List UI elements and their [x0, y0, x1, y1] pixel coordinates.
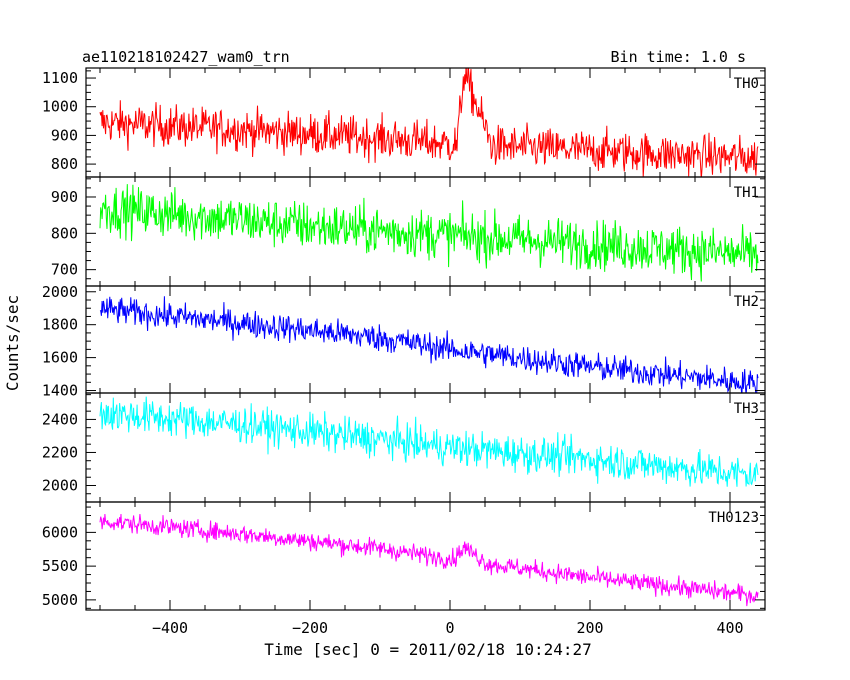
y-tick-label: 1000 [42, 98, 78, 116]
panel-frame [85, 501, 766, 611]
panel-frame [85, 392, 766, 503]
panel-label-th3: TH3 [734, 401, 759, 417]
panel-frame [85, 67, 766, 178]
y-tick-label: 800 [51, 155, 78, 173]
panel-th1: 700 800 900 TH1 [51, 176, 766, 287]
x-tick-label: 0 [445, 619, 454, 637]
y-tick-label: 900 [51, 188, 78, 206]
y-tick-label: 900 [51, 126, 78, 144]
x-tick-label: 200 [576, 619, 603, 637]
x-tick-label: −200 [292, 619, 328, 637]
y-tick-label: 1100 [42, 69, 78, 87]
series-th2 [99, 296, 759, 393]
y-tick-label: 1400 [42, 382, 78, 400]
y-tick-label: 1800 [42, 316, 78, 334]
panel-label-th0123: TH0123 [708, 510, 759, 526]
series-th1 [99, 184, 759, 282]
x-tick-label: −400 [152, 619, 188, 637]
panel-th0123: 5000 5500 6000 TH0123 [42, 501, 766, 611]
panel-label-th0: TH0 [734, 76, 759, 92]
panel-label-th1: TH1 [734, 185, 759, 201]
x-axis-ticks: −400 −200 0 200 400 [152, 619, 744, 637]
x-axis-label: Time [sec] 0 = 2011/02/18 10:24:27 [264, 640, 592, 659]
y-tick-label: 700 [51, 261, 78, 279]
y-tick-label: 5500 [42, 557, 78, 575]
y-tick-label: 2000 [42, 476, 78, 494]
series-th0 [99, 68, 759, 177]
x-tick-label: 400 [716, 619, 743, 637]
panel-th2: 1400 1600 1800 2000 TH2 [42, 283, 766, 400]
y-tick-label: 5000 [42, 591, 78, 609]
panel-label-th2: TH2 [734, 294, 759, 310]
series-th3 [99, 396, 759, 487]
panels-group: 800 900 1000 1100 TH0 700 800 900 TH1 1400 1600 180… [42, 67, 766, 611]
panel-th3: 2000 2200 2400 TH3 [42, 392, 766, 503]
y-tick-label: 800 [51, 224, 78, 242]
y-tick-label: 1600 [42, 349, 78, 367]
y-tick-label: 2400 [42, 410, 78, 428]
y-tick-label: 6000 [42, 523, 78, 541]
panel-th0: 800 900 1000 1100 TH0 [42, 67, 766, 178]
series-th0123 [99, 513, 759, 607]
chart-title: ae110218102427_wam0_trn [82, 48, 290, 66]
bin-time-label: Bin time: 1.0 s [611, 48, 746, 66]
y-tick-label: 2000 [42, 283, 78, 301]
y-axis-label: Counts/sec [3, 295, 22, 391]
y-tick-label: 2200 [42, 443, 78, 461]
